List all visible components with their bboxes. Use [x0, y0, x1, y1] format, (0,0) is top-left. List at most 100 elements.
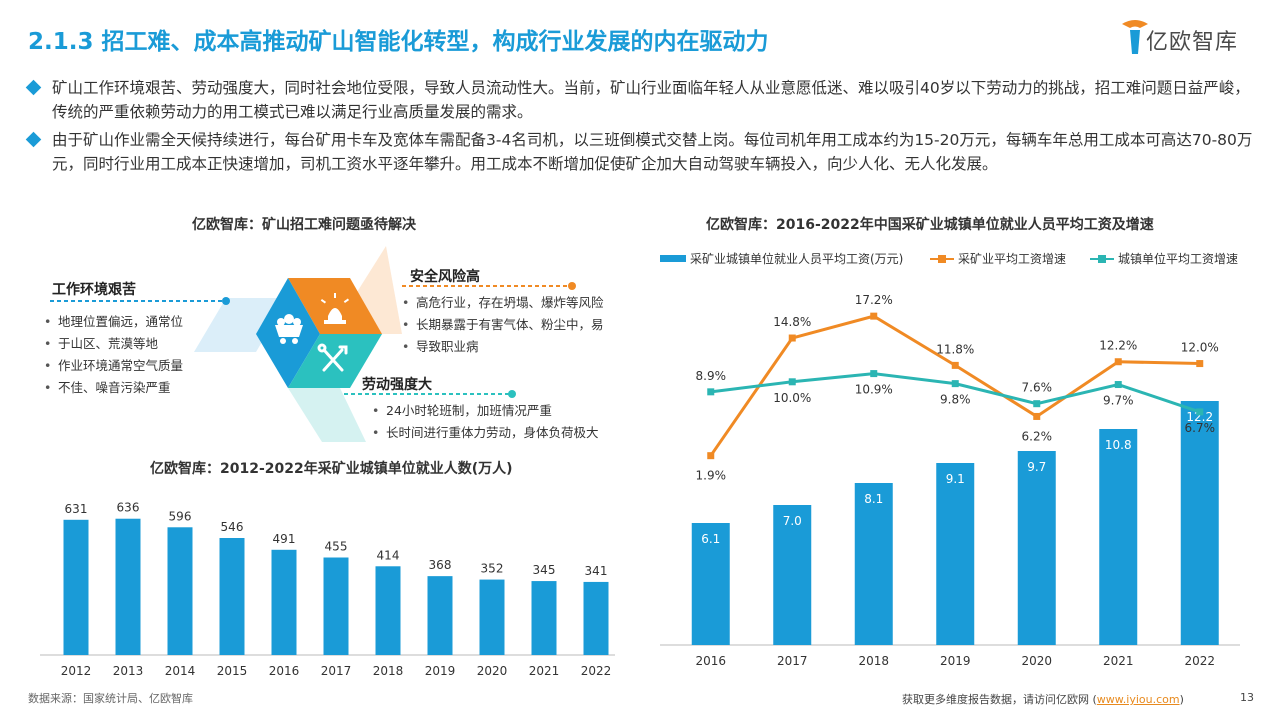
x-tick-label: 2013: [113, 664, 144, 678]
line-marker: [788, 378, 796, 386]
bar: [773, 505, 812, 645]
bar: [936, 463, 975, 645]
x-tick-label: 2020: [477, 664, 508, 678]
light-teal-panel: [288, 388, 366, 442]
bullet-1: 矿山工作环境艰苦、劳动强度大，同时社会地位受限，导致人员流动性大。当前，矿山行业…: [25, 76, 1258, 124]
bar: [219, 538, 245, 655]
list-item: 高危行业，存在坍塌、爆炸等风险: [402, 292, 604, 314]
category-title-labor: 劳动强度大: [362, 377, 432, 393]
mining-growth-label: 12.0%: [1181, 341, 1219, 355]
bar-value-label: 10.8: [1105, 438, 1132, 452]
x-tick-label: 2018: [373, 664, 404, 678]
line-marker: [1196, 360, 1204, 368]
list-item-continuation: 导致职业病: [402, 336, 604, 358]
bar-value-label: 7.0: [783, 514, 802, 528]
line-marker: [788, 334, 796, 342]
legend-label: 采矿业城镇单位就业人员平均工资(万元): [690, 252, 904, 266]
data-label: 352: [481, 562, 504, 576]
urban-growth-label: 9.7%: [1103, 394, 1134, 408]
bar-value-label: 8.1: [864, 492, 883, 506]
x-tick-label: 2021: [1103, 654, 1134, 668]
hexagon-diagram: [50, 246, 576, 442]
chart2-legend-bar: 采矿业城镇单位就业人员平均工资(万元): [660, 250, 903, 267]
urban-growth-label: 7.6%: [1022, 381, 1053, 395]
chart1-title: 亿欧智库：2012-2022年采矿业城镇单位就业人数(万人): [150, 461, 513, 477]
wage-combo-chart: 6.1 2016 7.0 2017 8.1 2018 9.1 2019 9.7 2020 10.8 2…: [660, 293, 1240, 668]
bar-value-label: 9.1: [946, 472, 965, 486]
line-marker: [1114, 358, 1122, 366]
line-marker: [1196, 408, 1204, 416]
diamond-bullet-icon: [25, 131, 42, 148]
mining-growth-label: 12.2%: [1099, 339, 1137, 353]
logo-icon: [1122, 20, 1148, 54]
x-tick-label: 2016: [269, 664, 300, 678]
bar: [271, 549, 297, 655]
chart2-title: 亿欧智库：2016-2022年中国采矿业城镇单位就业人员平均工资及增速: [706, 217, 1154, 233]
bullet-text: 矿山工作环境艰苦、劳动强度大，同时社会地位受限，导致人员流动性大。当前，矿山行业…: [52, 79, 1250, 121]
category-list-labor: 24小时轮班制，加班情况严重 长时间进行重体力劳动，身体负荷极大: [372, 400, 599, 444]
data-label: 491: [273, 532, 296, 546]
x-tick-label: 2015: [217, 664, 248, 678]
legend-swatch-line: [930, 254, 954, 263]
urban-growth-label: 8.9%: [696, 369, 727, 383]
x-tick-label: 2022: [581, 664, 612, 678]
bar: [1017, 451, 1056, 645]
x-tick-label: 2021: [529, 664, 560, 678]
list-item: 24小时轮班制，加班情况严重: [372, 400, 599, 422]
urban-growth-label: 10.0%: [773, 391, 811, 405]
legend-label: 城镇单位平均工资增速: [1118, 252, 1239, 266]
bar-value-label: 9.7: [1027, 460, 1046, 474]
legend-label: 采矿业平均工资增速: [958, 252, 1067, 266]
category-title-env: 工作环境艰苦: [52, 282, 136, 298]
x-tick-label: 2016: [695, 654, 726, 668]
data-label: 636: [117, 501, 140, 515]
list-item: 作业环境通常空气质量: [44, 355, 183, 377]
legend-swatch-bar: [660, 255, 686, 262]
list-item: 长时间进行重体力劳动，身体负荷极大: [372, 422, 599, 444]
list-item: 长期暴露于有害气体、粉尘中，易: [402, 314, 604, 336]
siren-icon: [320, 293, 350, 324]
urban-growth-label: 9.8%: [940, 393, 971, 407]
diagram-title: 亿欧智库：矿山招工难问题亟待解决: [192, 217, 416, 233]
hex-orange-segment: [288, 278, 382, 334]
tools-icon: [317, 343, 348, 372]
line-marker: [951, 380, 959, 388]
line-marker: [1114, 381, 1122, 389]
bar: [854, 483, 893, 645]
bar: [375, 566, 401, 655]
mining-growth-label: 14.8%: [773, 315, 811, 329]
line-marker: [707, 388, 715, 396]
connector-dot: [508, 390, 516, 398]
category-list-safety: 高危行业，存在坍塌、爆炸等风险 长期暴露于有害气体、粉尘中，易 导致职业病: [402, 292, 604, 358]
mining-growth-label: 11.8%: [936, 342, 974, 356]
bar: [479, 579, 505, 655]
logo-text: 亿欧智库: [1146, 30, 1239, 55]
chart2-legend-urban: 城镇单位平均工资增速: [1090, 250, 1238, 267]
urban-growth-label: 10.9%: [855, 383, 893, 397]
employment-bar-chart: 631 2012 636 2013 596 2014 546 2015 491 2016 455 20…: [40, 501, 615, 678]
x-tick-label: 2022: [1184, 654, 1215, 668]
x-tick-label: 2020: [1021, 654, 1052, 668]
bar-value-label: 6.1: [701, 532, 720, 546]
x-tick-label: 2019: [940, 654, 971, 668]
page-title: 2.1.3 招工难、成本高推动矿山智能化转型，构成行业发展的内在驱动力: [28, 29, 769, 55]
x-tick-label: 2014: [165, 664, 196, 678]
logo: 亿欧智库: [1120, 18, 1260, 58]
x-tick-label: 2019: [425, 664, 456, 678]
footer-link-text: 获取更多维度报告数据，请访问亿欧网 (www.iyiou.com): [902, 693, 1184, 706]
bar: [583, 581, 609, 655]
data-label: 455: [325, 540, 348, 554]
x-tick-label: 2017: [321, 664, 352, 678]
mine-cart-icon: [275, 314, 303, 344]
bar: [1180, 401, 1219, 645]
page-number: 13: [1240, 691, 1254, 704]
legend-swatch-line: [1090, 254, 1114, 263]
iyiou-link[interactable]: www.iyiou.com: [1096, 693, 1180, 706]
data-label: 368: [429, 558, 452, 572]
mining-growth-label: 1.9%: [696, 469, 727, 483]
bar: [531, 581, 557, 655]
bar: [167, 527, 193, 655]
category-list-env: 地理位置偏远，通常位 于山区、荒漠等地 作业环境通常空气质量 不佳、噪音污染严重: [44, 311, 183, 399]
connector-dot: [568, 282, 576, 290]
chart2-legend-mining: 采矿业平均工资增速: [930, 250, 1066, 267]
